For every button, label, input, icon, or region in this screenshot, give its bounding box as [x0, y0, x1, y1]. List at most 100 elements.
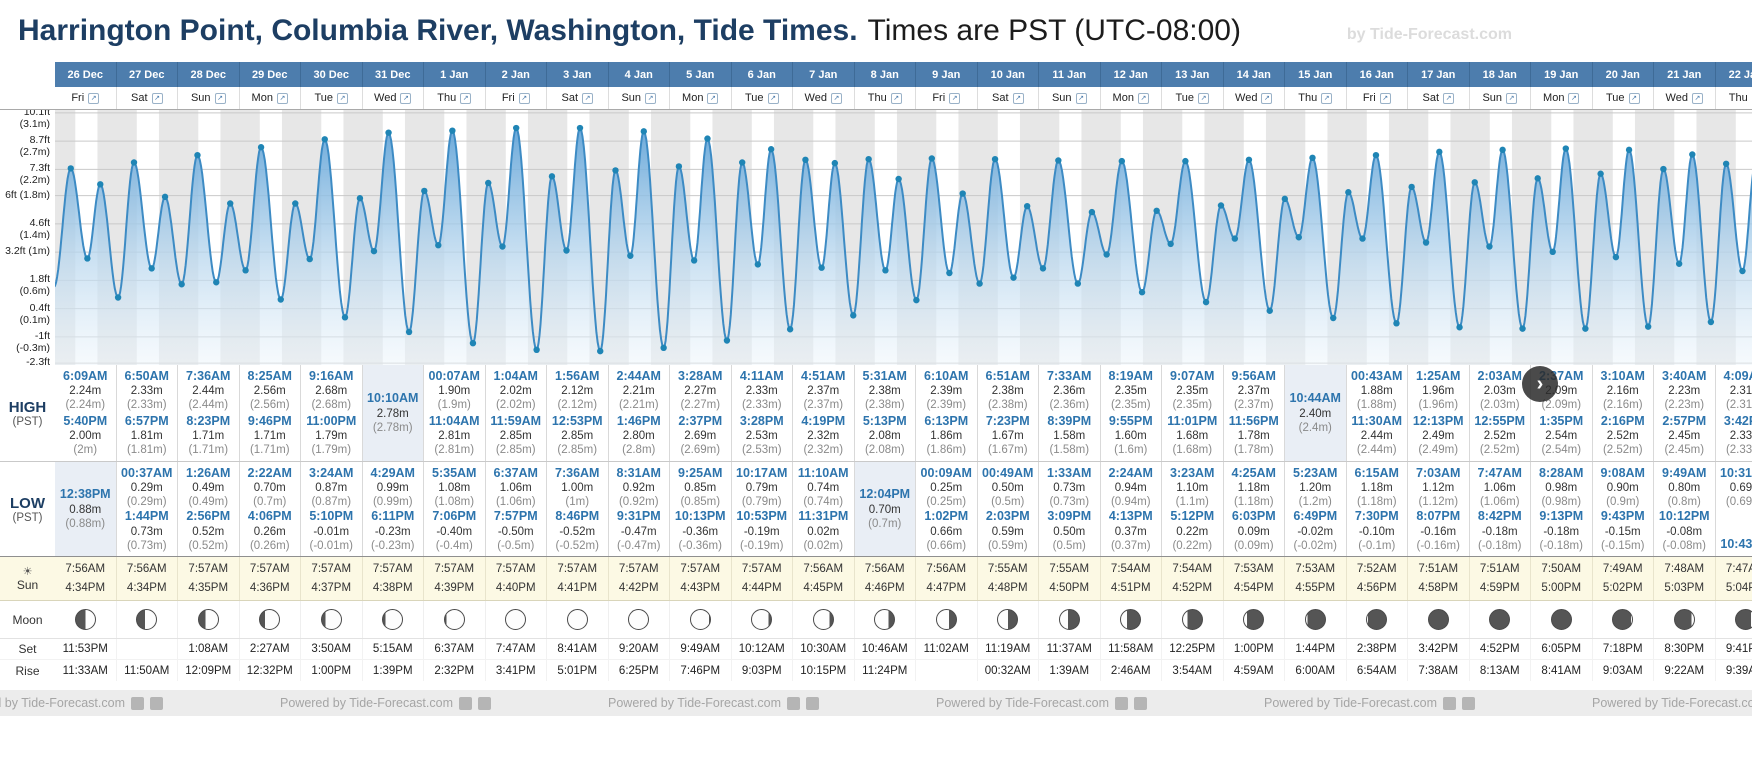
external-link-icon[interactable]: ↗	[400, 92, 412, 104]
tide-time: 11:04AM	[428, 413, 480, 428]
tide-extreme-dot	[1266, 307, 1273, 314]
external-link-icon[interactable]: ↗	[518, 92, 530, 104]
moonrise-cell: 2:46AM	[1101, 660, 1162, 681]
external-link-icon[interactable]: ↗	[460, 92, 472, 104]
weekday-label: Sun	[1051, 92, 1072, 104]
external-link-icon[interactable]: ↗	[1198, 92, 1210, 104]
external-link-icon[interactable]: ↗	[707, 92, 719, 104]
sun-times-cell: 7:53AM 4:54PM	[1224, 557, 1285, 600]
external-link-icon[interactable]: ↗	[337, 92, 349, 104]
tide-height-paren: (0.59m)	[987, 539, 1028, 552]
tide-entry: 3:10AM 2.16m (2.16m)	[1601, 369, 1645, 412]
weekday-cell: Tue ↗	[301, 87, 363, 109]
tide-height-paren: (2.03m)	[1479, 399, 1520, 412]
tide-entry: 4:19PM 2.32m (2.32m)	[801, 414, 845, 457]
moonrise-cell: 3:54AM	[1162, 660, 1224, 681]
moonset-time: 12:25PM	[1169, 643, 1216, 655]
tide-extreme-dot	[850, 312, 857, 319]
tide-extreme-dot	[675, 163, 683, 170]
tide-extreme-dot	[1118, 157, 1126, 165]
tide-time: 9:49AM	[1662, 466, 1707, 480]
footer-social-icon[interactable]	[131, 696, 144, 710]
footer-social-icon[interactable]	[1462, 696, 1475, 710]
sun-times-cell: 7:56AM 4:34PM	[55, 557, 117, 600]
tide-extreme-dot	[435, 242, 442, 249]
external-link-icon[interactable]: ↗	[214, 92, 226, 104]
date-cell: 27 Dec	[116, 62, 178, 87]
scroll-next-button[interactable]: ›	[1522, 366, 1558, 402]
external-link-icon[interactable]: ↗	[767, 92, 779, 104]
tide-height-paren: (1.78m)	[1233, 443, 1274, 456]
external-link-icon[interactable]: ↗	[1443, 92, 1454, 104]
tide-time: 9:16AM	[309, 369, 354, 383]
sunrise-time: 7:57AM	[372, 563, 413, 576]
weekday-cell: Tue ↗	[1592, 87, 1654, 109]
tide-time: 6:57PM	[124, 413, 169, 428]
moon-phase-icon	[1489, 609, 1511, 630]
moon-phase-icon	[1673, 609, 1695, 630]
tide-extreme-dot	[597, 347, 604, 355]
footer-social-icon[interactable]	[787, 696, 800, 710]
sunset-time: 4:43PM	[680, 581, 721, 594]
tide-height: 0.88m	[69, 503, 102, 516]
external-link-icon[interactable]: ↗	[1075, 92, 1087, 104]
moonset-cell	[117, 639, 178, 659]
footer-social-icon[interactable]	[1115, 696, 1128, 710]
sunrise-time: 7:51AM	[1479, 563, 1520, 576]
footer-social-icon[interactable]	[478, 696, 491, 710]
moon-phase-cell	[732, 601, 793, 638]
weekday-label: Wed	[1665, 92, 1688, 104]
external-link-icon[interactable]: ↗	[1321, 92, 1333, 104]
footer-social-icon[interactable]	[1443, 696, 1456, 710]
footer-social-icon[interactable]	[1134, 696, 1147, 710]
moonrise-time: 6:00AM	[1295, 664, 1336, 677]
external-link-icon[interactable]: ↗	[1506, 92, 1518, 104]
weekday-label: Mon	[682, 92, 704, 104]
external-link-icon[interactable]: ↗	[1568, 92, 1580, 104]
external-link-icon[interactable]: ↗	[1691, 92, 1703, 104]
tide-extreme-dot	[1499, 146, 1506, 154]
tide-height-paren: (0.52m)	[188, 539, 229, 552]
moonrise-time: 1:39PM	[372, 664, 413, 677]
external-link-icon[interactable]: ↗	[1012, 92, 1024, 104]
high-tide-cell: 1:04AM 2.02m (2.02m) 11:59AM 2.85m (2.85m)	[485, 365, 547, 461]
low-tide-cell: 2:22AM 0.70m (0.7m) 4:06PM 0.26m (0.26m)	[239, 462, 301, 556]
tide-extreme-dot	[1393, 320, 1400, 327]
moonset-cell: 2:38PM	[1347, 639, 1408, 659]
moon-phase-cell	[301, 601, 363, 638]
external-link-icon[interactable]: ↗	[151, 92, 163, 104]
tide-extreme-dot	[660, 344, 667, 352]
external-link-icon[interactable]: ↗	[949, 92, 961, 104]
tide-extreme-dot	[257, 144, 265, 151]
external-link-icon[interactable]: ↗	[276, 92, 288, 104]
sunset-time: 4:38PM	[372, 581, 413, 594]
external-link-icon[interactable]: ↗	[645, 92, 657, 104]
tide-height-paren: (0.73m)	[126, 539, 167, 552]
high-tide-cell: 1:56AM 2.12m (2.12m) 12:53PM 2.85m (2.85m)	[547, 365, 609, 461]
low-tide-cell: 7:03AM 1.12m (1.12m) 8:07PM -0.16m (-0.16m)	[1408, 462, 1470, 556]
external-link-icon[interactable]: ↗	[1628, 92, 1640, 104]
date-label: 21 Jan	[1667, 68, 1702, 81]
moonrise-cell: 00:32AM	[978, 660, 1039, 681]
footer-social-icon[interactable]	[150, 696, 163, 710]
tide-height: 0.85m	[684, 482, 717, 495]
tide-entry: 9:31PM -0.47m (-0.47m)	[617, 509, 661, 552]
external-link-icon[interactable]: ↗	[582, 92, 593, 104]
external-link-icon[interactable]: ↗	[890, 92, 902, 104]
external-link-icon[interactable]: ↗	[830, 92, 842, 104]
external-link-icon[interactable]: ↗	[1137, 92, 1149, 104]
tide-height: -0.50m	[497, 525, 534, 538]
date-cell: 11 Jan	[1039, 62, 1101, 87]
footer-social-icon[interactable]	[806, 696, 819, 710]
tide-height-paren: (2.23m)	[1664, 399, 1705, 412]
date-cell: 13 Jan	[1162, 62, 1224, 87]
footer-social-icon[interactable]	[459, 696, 472, 710]
external-link-icon[interactable]: ↗	[1379, 92, 1391, 104]
tide-height-paren: (2.24m)	[65, 399, 106, 412]
moonset-row-label: Set	[0, 639, 55, 659]
tide-height-paren: (0.37m)	[1110, 539, 1151, 552]
tide-height-paren: (2.85m)	[495, 443, 536, 456]
external-link-icon[interactable]: ↗	[1261, 92, 1273, 104]
external-link-icon[interactable]: ↗	[88, 92, 100, 104]
tide-height-paren: (-0.23m)	[371, 539, 415, 552]
